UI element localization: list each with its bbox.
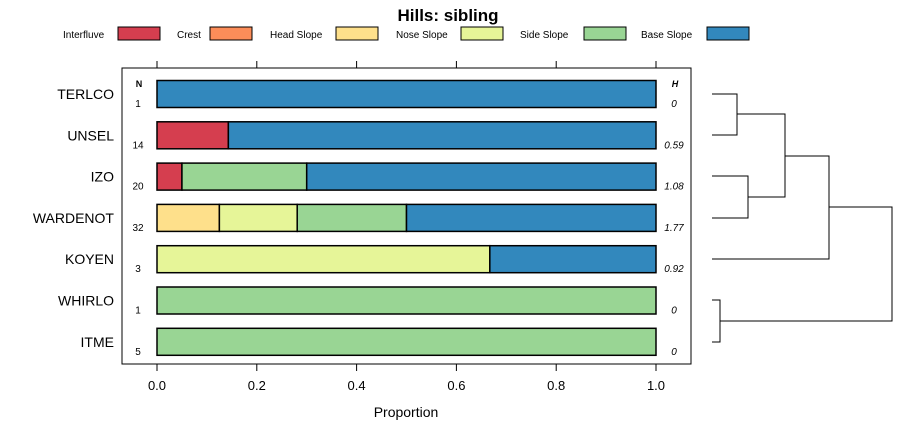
dendro-link-terlco-unsel bbox=[712, 93, 738, 136]
x-tick-label: 0.0 bbox=[148, 378, 166, 393]
bar-row: ITME 5 0 bbox=[81, 327, 677, 358]
category-label: KOYEN bbox=[65, 251, 114, 267]
h-value: 1.77 bbox=[664, 223, 684, 234]
bar-segment bbox=[156, 203, 221, 233]
dendro-link-terlco-unsel-izo-wardenot bbox=[737, 113, 786, 198]
bar-segment bbox=[405, 203, 657, 233]
x-tick-label: 1.0 bbox=[647, 378, 665, 393]
bar-segment bbox=[489, 244, 657, 274]
category-label: IZO bbox=[91, 169, 114, 185]
bar-row: IZO 20 1.08 bbox=[91, 162, 684, 193]
category-label: WHIRLO bbox=[58, 293, 114, 309]
bar-segment bbox=[156, 327, 657, 357]
n-value: 3 bbox=[135, 264, 141, 275]
legend-swatch bbox=[583, 26, 627, 41]
legend-label: Interfluve bbox=[63, 30, 105, 41]
top-axis-ticks bbox=[156, 61, 657, 68]
legend-label: Base Slope bbox=[641, 30, 693, 41]
category-label: TERLCO bbox=[57, 86, 114, 102]
bar-segment bbox=[156, 286, 657, 315]
bar-rows: TERLCO 1 0 UNSEL 14 0.59 IZO 20 1.08 WARDENOT 32 1.… bbox=[33, 79, 684, 358]
dendro-link-root bbox=[720, 206, 893, 322]
x-tick-label: 0.6 bbox=[447, 378, 465, 393]
legend-swatch bbox=[335, 26, 379, 41]
dendrogram bbox=[712, 93, 893, 343]
legend-swatch bbox=[460, 26, 504, 41]
bar-segment bbox=[156, 121, 230, 150]
h-value: 0 bbox=[671, 99, 677, 110]
x-tick-label: 0.8 bbox=[547, 378, 565, 393]
category-label: WARDENOT bbox=[33, 210, 115, 226]
dendro-link-upper-koyen bbox=[712, 155, 830, 260]
legend-label: Head Slope bbox=[270, 30, 323, 41]
legend-label: Nose Slope bbox=[396, 30, 448, 41]
bar-row: WHIRLO 1 0 bbox=[58, 286, 677, 317]
category-label: UNSEL bbox=[67, 127, 114, 143]
h-value: 0 bbox=[671, 347, 677, 358]
n-value: 5 bbox=[135, 347, 141, 358]
bar-row: KOYEN 3 0.92 bbox=[65, 244, 684, 275]
n-value: 32 bbox=[132, 223, 144, 234]
bar-row: UNSEL 14 0.59 bbox=[67, 121, 684, 151]
legend: Interfluve Crest Head Slope Nose Slope Side … bbox=[63, 26, 750, 41]
n-value: 14 bbox=[132, 140, 144, 151]
bar-segment bbox=[181, 162, 308, 191]
h-value: 0 bbox=[671, 306, 677, 317]
h-value: 0.92 bbox=[664, 264, 684, 275]
bar-segment bbox=[218, 203, 298, 233]
legend-swatch bbox=[117, 26, 161, 41]
x-axis: 0.0 0.2 0.4 0.6 0.8 1.0 bbox=[148, 364, 665, 393]
dendro-link-izo-wardenot bbox=[712, 175, 749, 219]
bar-segment bbox=[156, 244, 491, 274]
n-value: 1 bbox=[135, 99, 141, 110]
dendro-link-whirlo-itme bbox=[712, 299, 721, 343]
chart-title: Hills: sibling bbox=[397, 6, 498, 25]
legend-swatch bbox=[706, 26, 750, 41]
category-label: ITME bbox=[81, 334, 114, 350]
x-tick-label: 0.2 bbox=[248, 378, 266, 393]
n-value: 20 bbox=[132, 182, 144, 193]
legend-label: Crest bbox=[177, 30, 201, 41]
x-axis-title: Proportion bbox=[374, 404, 439, 420]
bar-segment bbox=[156, 79, 657, 109]
plot-panel bbox=[121, 67, 692, 365]
legend-label: Side Slope bbox=[520, 30, 569, 41]
n-value: 1 bbox=[135, 306, 141, 317]
legend-swatch bbox=[209, 26, 253, 41]
bar-row: WARDENOT 32 1.77 bbox=[33, 203, 684, 234]
n-header: N bbox=[136, 79, 143, 89]
bar-segment bbox=[156, 162, 183, 191]
h-value: 1.08 bbox=[664, 182, 684, 193]
bar-segment bbox=[305, 162, 657, 191]
bar-segment bbox=[296, 203, 408, 233]
bar-row: TERLCO 1 0 bbox=[57, 79, 677, 110]
bar-segment bbox=[227, 121, 657, 150]
h-value: 0.59 bbox=[664, 140, 684, 151]
x-tick-label: 0.4 bbox=[348, 378, 366, 393]
h-header: H bbox=[672, 79, 679, 89]
